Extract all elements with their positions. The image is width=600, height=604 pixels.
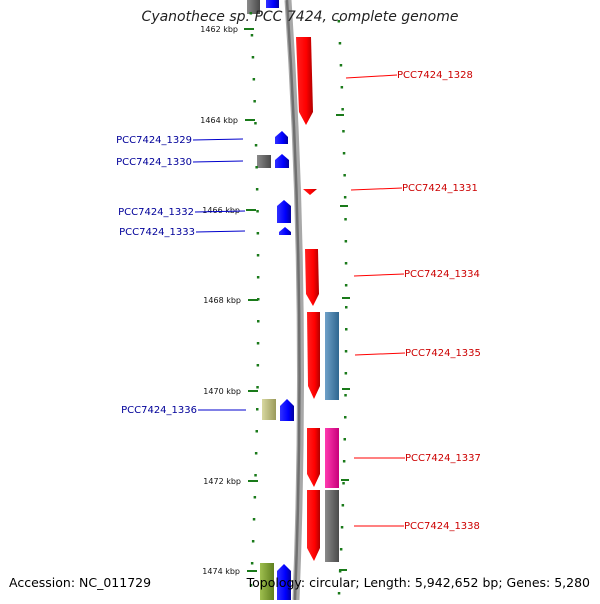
gene-arrow-pcc7424-1333[interactable] xyxy=(279,227,291,235)
gene-label-pcc7424-1332[interactable]: PCC7424_1332 xyxy=(118,207,194,218)
gene-label-pcc7424-1330[interactable]: PCC7424_1330 xyxy=(116,157,192,168)
gene-label-pcc7424-1335[interactable]: PCC7424_1335 xyxy=(405,348,481,359)
gene-block-olive xyxy=(262,399,276,420)
forward-leader-lines xyxy=(345,74,406,527)
gene-arrow-pcc7424-1329[interactable] xyxy=(275,131,288,144)
ruler-label-1470: 1470 kbp xyxy=(203,387,241,396)
gene-label-pcc7424-1334[interactable]: PCC7424_1334 xyxy=(404,269,480,280)
ruler: 1462 kbp 1464 kbp 1466 kbp 1468 kbp 1470… xyxy=(200,25,258,576)
gene-arrow-pcc7424-1337[interactable] xyxy=(307,428,320,487)
gene-label-pcc7424-1338[interactable]: PCC7424_1338 xyxy=(404,521,480,532)
gene-label-pcc7424-1328[interactable]: PCC7424_1328 xyxy=(397,70,473,81)
gene-label-pcc7424-1331[interactable]: PCC7424_1331 xyxy=(402,183,478,194)
gene-arrow-pcc7424-1331[interactable] xyxy=(303,189,317,195)
gene-arrow-pcc7424-1338[interactable] xyxy=(307,490,320,561)
gene-arrow-pcc7424-1330[interactable] xyxy=(275,154,289,168)
ruler-label-1472: 1472 kbp xyxy=(203,477,241,486)
gene-label-pcc7424-1333[interactable]: PCC7424_1333 xyxy=(119,227,195,238)
gene-arrow-pcc7424-1332[interactable] xyxy=(277,200,291,223)
gene-label-pcc7424-1337[interactable]: PCC7424_1337 xyxy=(405,453,481,464)
gene-block-top-gray xyxy=(247,0,260,14)
reverse-leader-lines xyxy=(192,138,246,411)
gene-block-top-blue xyxy=(266,0,279,8)
gene-block-pink xyxy=(325,428,339,488)
gene-block-bottom-green xyxy=(260,563,274,600)
gene-arrow-pcc7424-1336[interactable] xyxy=(280,399,294,421)
ruler-label-1474: 1474 kbp xyxy=(202,567,240,576)
outer-tick-track xyxy=(337,20,348,595)
ruler-label-1462: 1462 kbp xyxy=(200,25,238,34)
gene-arrow-pcc7424-1328[interactable] xyxy=(296,37,313,125)
gene-label-pcc7424-1329[interactable]: PCC7424_1329 xyxy=(116,135,192,146)
outer-ruler-ticks xyxy=(336,114,350,571)
ruler-label-1464: 1464 kbp xyxy=(200,116,238,125)
inner-tick-track xyxy=(249,12,260,587)
gene-block-gray-small xyxy=(257,155,271,168)
genome-summary-text: Topology: circular; Length: 5,942,652 bp… xyxy=(246,575,590,590)
gene-block-steelblue xyxy=(325,312,339,400)
gene-arrow-bottom-blue xyxy=(277,564,291,600)
gene-arrow-pcc7424-1334[interactable] xyxy=(305,249,319,306)
ruler-label-1466: 1466 kbp xyxy=(202,206,240,215)
gene-label-pcc7424-1336[interactable]: PCC7424_1336 xyxy=(121,405,197,416)
gene-block-gray xyxy=(325,490,339,562)
map-title: Cyanothece sp. PCC 7424, complete genome xyxy=(141,9,459,25)
gene-arrow-pcc7424-1335[interactable] xyxy=(307,312,320,399)
accession-text: Accession: NC_011729 xyxy=(9,575,152,590)
ruler-label-1468: 1468 kbp xyxy=(203,296,241,305)
